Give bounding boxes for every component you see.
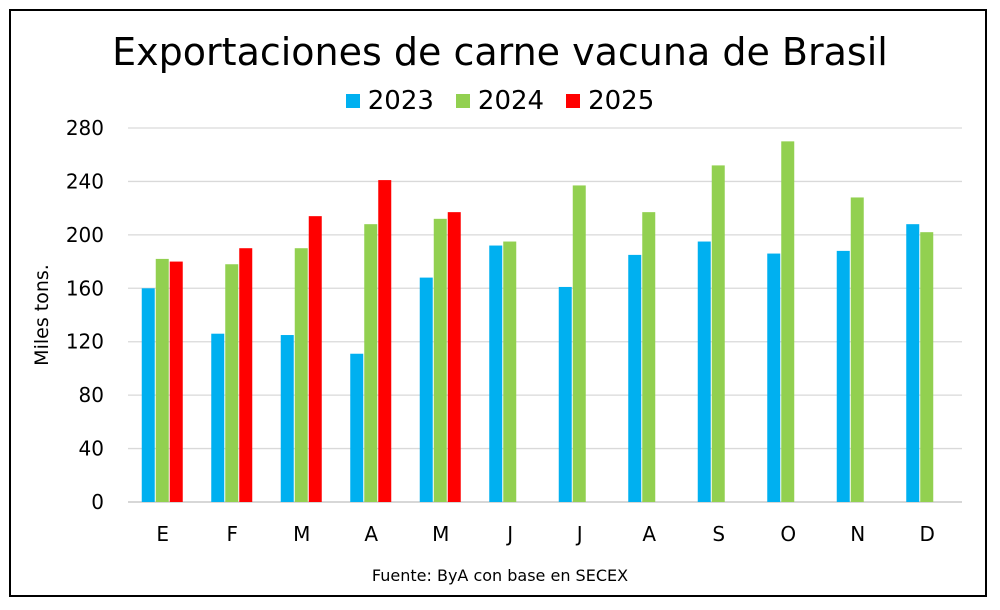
bars — [141, 141, 934, 503]
bar-2023-8 — [628, 254, 642, 502]
bar-2023-11 — [836, 250, 850, 502]
bar-2023-10 — [767, 253, 781, 502]
bar-2025-5 — [447, 212, 461, 502]
bar-2024-11 — [850, 197, 864, 502]
bar-2023-7 — [558, 286, 572, 502]
x-tick-label: S — [712, 522, 725, 546]
legend-swatch-2024 — [455, 94, 470, 108]
y-tick-label: 160 — [66, 276, 104, 300]
legend-label-2024: 2024 — [477, 86, 545, 116]
bar-2023-6 — [489, 245, 503, 503]
y-axis-ticks: 0 40 80 120 160 200 240 280 — [66, 116, 104, 514]
bar-2024-8 — [642, 212, 656, 502]
x-tick-label: M — [293, 522, 310, 546]
bar-2023-9 — [697, 241, 711, 503]
legend-label-2023: 2023 — [367, 86, 434, 116]
y-tick-label: 0 — [91, 490, 104, 514]
bar-2024-10 — [781, 141, 795, 502]
y-axis-label: Miles tons. — [31, 264, 53, 366]
bar-2023-5 — [419, 277, 433, 502]
legend-swatch-2025 — [566, 94, 581, 108]
grid-lines — [128, 127, 962, 503]
bar-2025-2 — [239, 248, 253, 502]
bar-2024-5 — [433, 218, 447, 503]
bar-2024-1 — [155, 258, 169, 502]
legend-swatch-2023 — [345, 94, 360, 108]
bar-2024-9 — [711, 165, 725, 502]
x-tick-label: J — [575, 522, 583, 546]
y-tick-label: 240 — [66, 169, 104, 193]
y-tick-label: 280 — [66, 116, 104, 140]
x-tick-label: J — [505, 522, 513, 546]
y-tick-label: 80 — [79, 383, 104, 407]
bar-2024-2 — [225, 264, 239, 502]
bar-2024-4 — [364, 224, 378, 502]
bar-2024-3 — [294, 248, 308, 502]
legend-item-2025: 2025 — [566, 86, 654, 116]
source-note: Fuente: ByA con base en SECEX — [371, 566, 629, 585]
bar-2024-12 — [920, 232, 934, 502]
bar-2023-12 — [906, 224, 920, 502]
x-tick-label: F — [226, 522, 238, 546]
x-tick-label: M — [432, 522, 449, 546]
bar-2023-2 — [211, 333, 225, 502]
x-tick-label: D — [920, 522, 935, 546]
chart-title: Exportaciones de carne vacuna de Brasil — [112, 30, 888, 74]
y-tick-label: 120 — [66, 330, 104, 354]
bar-2023-1 — [141, 288, 155, 502]
bar-2024-6 — [503, 241, 517, 503]
legend-label-2025: 2025 — [588, 86, 655, 116]
bar-2023-3 — [280, 335, 294, 502]
bar-2025-3 — [308, 216, 322, 502]
bar-2025-4 — [378, 180, 392, 503]
bar-2025-1 — [169, 261, 183, 502]
x-tick-label: A — [642, 522, 656, 546]
legend-item-2024: 2024 — [455, 86, 545, 116]
bar-2024-7 — [572, 185, 586, 502]
x-tick-label: E — [156, 522, 169, 546]
y-tick-label: 40 — [79, 437, 104, 461]
x-tick-label: A — [364, 522, 378, 546]
x-tick-label: N — [850, 522, 865, 546]
bar-2023-4 — [350, 353, 364, 502]
y-tick-label: 200 — [66, 223, 104, 247]
legend-item-2023: 2023 — [345, 86, 434, 116]
x-tick-label: O — [780, 522, 796, 546]
chart-legend: 2023 2024 2025 — [0, 86, 1000, 116]
